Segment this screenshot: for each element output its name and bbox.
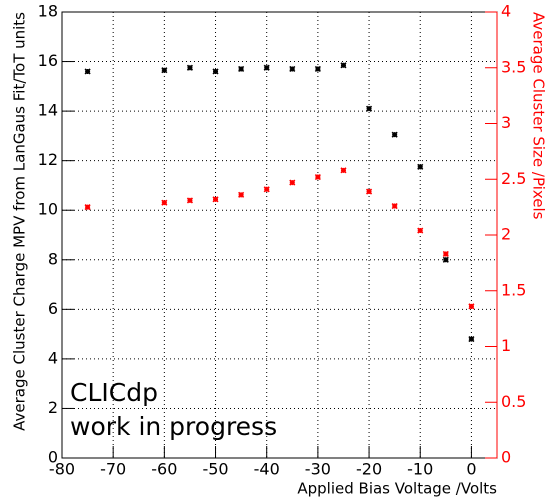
marker bbox=[263, 186, 270, 193]
marker bbox=[391, 202, 398, 210]
x-tick-label: -70 bbox=[100, 460, 126, 479]
y2-tick-label: 4 bbox=[501, 2, 511, 21]
y2-tick-label: 1.5 bbox=[501, 280, 526, 299]
marker bbox=[365, 105, 373, 112]
marker bbox=[289, 179, 296, 186]
marker bbox=[442, 250, 449, 258]
marker bbox=[314, 65, 321, 73]
x-axis-label: Applied Bias Voltage /Volts bbox=[297, 480, 497, 498]
annotation: CLICdp bbox=[70, 378, 158, 407]
marker bbox=[417, 227, 424, 234]
y2-tick-label: 0.5 bbox=[501, 392, 526, 411]
y2-tick-label: 2.5 bbox=[501, 169, 526, 188]
marker bbox=[186, 197, 194, 204]
y-tick-label: 6 bbox=[48, 299, 58, 318]
marker bbox=[365, 188, 373, 195]
y-tick-label: 8 bbox=[48, 249, 58, 268]
x-tick-label: -60 bbox=[151, 460, 177, 479]
x-tick-label: -40 bbox=[254, 460, 280, 479]
marker bbox=[442, 256, 449, 263]
y-tick-label: 0 bbox=[48, 448, 58, 467]
y-tick-label: 10 bbox=[38, 200, 58, 219]
marker bbox=[340, 167, 347, 174]
x-tick-label: 0 bbox=[466, 460, 476, 479]
y2-axis-label: Average Cluster Size /Pixels bbox=[530, 12, 548, 220]
y2-tick-label: 3.5 bbox=[501, 57, 526, 76]
y-tick-label: 2 bbox=[48, 398, 58, 417]
y-tick-label: 18 bbox=[38, 2, 58, 21]
marker bbox=[186, 64, 194, 71]
marker bbox=[263, 64, 270, 71]
x-tick-label: -20 bbox=[356, 460, 382, 479]
marker bbox=[417, 163, 424, 170]
marker bbox=[238, 65, 245, 73]
marker bbox=[289, 65, 296, 73]
y-tick-label: 12 bbox=[38, 150, 58, 169]
x-tick-label: -30 bbox=[305, 460, 331, 479]
marker bbox=[161, 67, 168, 74]
y2-tick-label: 1 bbox=[501, 336, 511, 355]
y2-tick-label: 2 bbox=[501, 225, 511, 244]
x-tick-label: -80 bbox=[49, 460, 75, 479]
marker bbox=[212, 196, 219, 203]
y-tick-label: 14 bbox=[38, 101, 58, 120]
y-axis-label: Average Cluster Charge MPV from LanGaus … bbox=[11, 12, 29, 431]
marker bbox=[340, 62, 347, 69]
marker bbox=[314, 173, 321, 181]
y2-tick-label: 3 bbox=[501, 113, 511, 132]
x-tick-label: -10 bbox=[407, 460, 433, 479]
marker bbox=[391, 131, 398, 138]
annotation: work in progress bbox=[70, 412, 277, 441]
y-tick-label: 16 bbox=[38, 51, 58, 70]
marker bbox=[238, 191, 245, 198]
marker bbox=[84, 204, 91, 211]
x-tick-label: -50 bbox=[202, 460, 228, 479]
marker bbox=[212, 68, 219, 75]
marker bbox=[161, 199, 168, 206]
y-tick-label: 4 bbox=[48, 348, 58, 367]
marker bbox=[84, 68, 91, 75]
y2-tick-label: 0 bbox=[501, 448, 511, 467]
marker bbox=[468, 303, 475, 310]
marker bbox=[468, 336, 475, 343]
